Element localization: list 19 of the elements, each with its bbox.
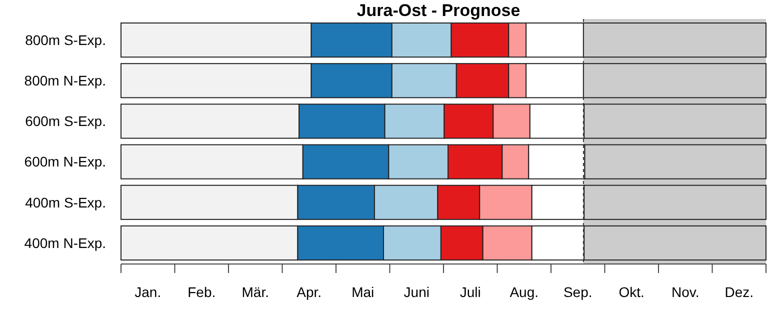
y-tick-label: 600m N-Exp. [24, 154, 106, 170]
text: Apr. [296, 284, 322, 300]
text: Sep. [563, 284, 592, 300]
chart-title: Jura-Ost - Prognose [356, 1, 520, 20]
y-tick-label: 800m S-Exp. [25, 32, 106, 48]
y-tick-label: 600m S-Exp. [25, 113, 106, 130]
text: Jan. [134, 284, 162, 300]
text: Juni [404, 284, 430, 300]
text: Nov. [672, 284, 700, 300]
y-tick-label: 400m N-Exp. [24, 234, 106, 251]
y-tick-label: 400m S-Exp. [25, 194, 106, 210]
text: Juli [460, 284, 481, 300]
text: Feb. [188, 284, 216, 300]
text: Okt. [618, 284, 644, 300]
text: Mär. [242, 284, 269, 300]
text: Aug. [510, 284, 539, 300]
text: Mai [352, 284, 374, 300]
y-tick-label: 800m N-Exp. [24, 72, 106, 89]
text: Dez. [724, 284, 754, 300]
